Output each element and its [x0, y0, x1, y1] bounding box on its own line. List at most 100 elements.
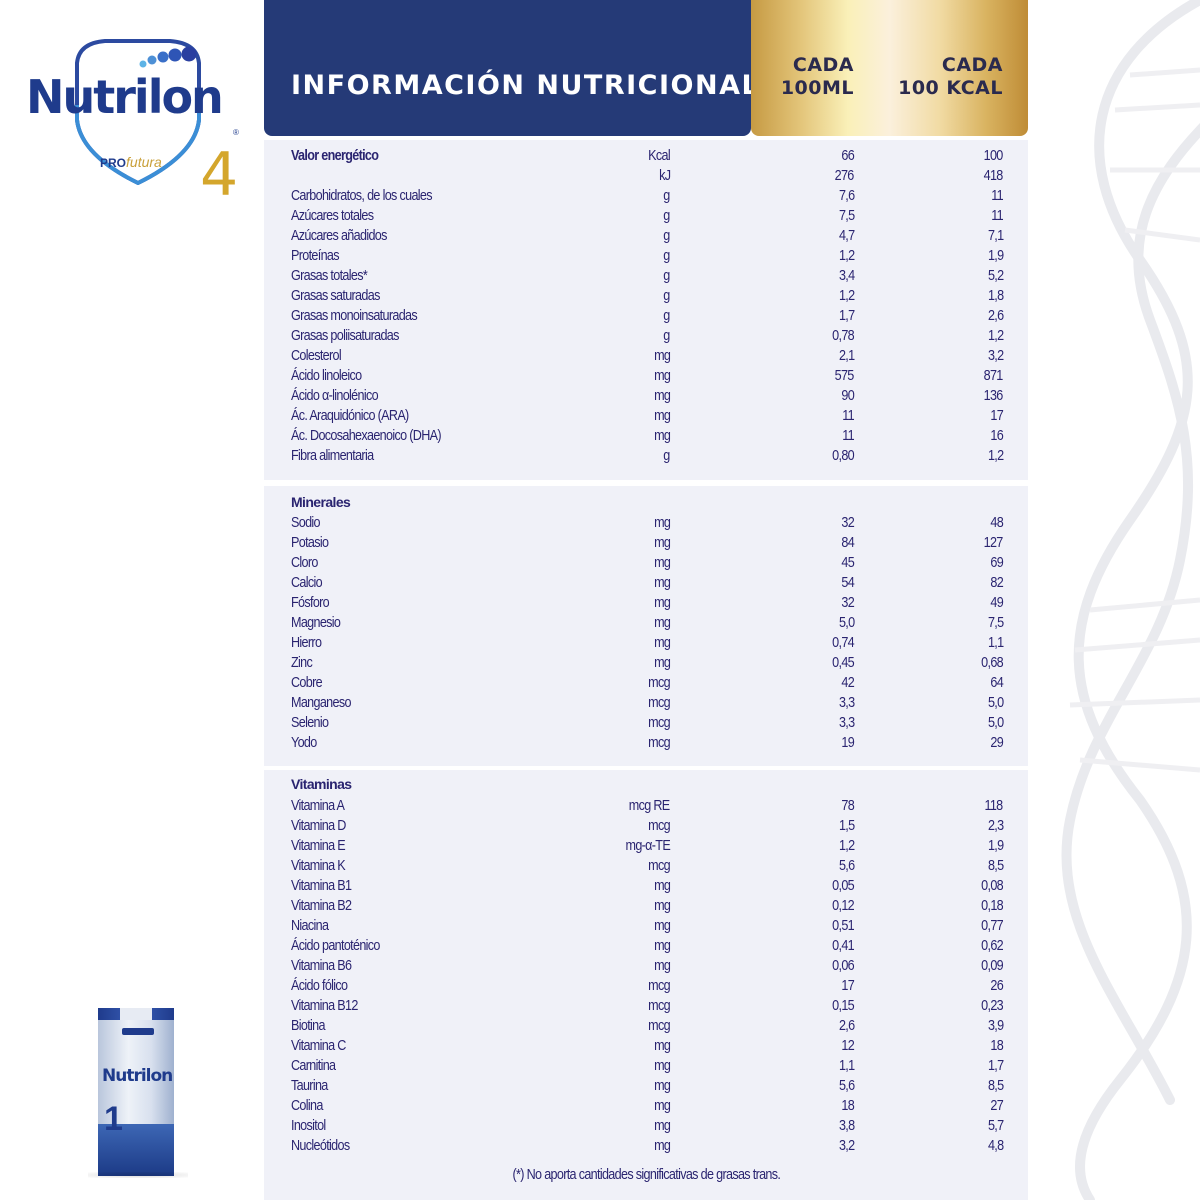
table-row: Grasas monoinsaturadas g 1,7 2,6	[264, 306, 1028, 326]
carton-shadow	[88, 1172, 188, 1178]
table-row: Cobre mcg 42 64	[264, 673, 1028, 693]
nutrient-label: Vitamina K	[291, 857, 346, 874]
unit-cell: mg	[653, 897, 671, 914]
value-per-100ml: 0,12	[832, 897, 855, 914]
value-per-100kcal: 5,7	[987, 1117, 1003, 1134]
value-per-100kcal: 0,18	[981, 897, 1004, 914]
unit-cell: mg	[653, 574, 671, 591]
nutrient-label: Selenio	[291, 714, 329, 731]
column-header-line: 100ML	[780, 77, 854, 99]
nutrient-label: Manganeso	[291, 694, 351, 711]
table-row: Colesterol mg 2,1 3,2	[264, 346, 1028, 366]
table-row: Cloro mg 45 69	[264, 553, 1028, 573]
value-per-100kcal: 8,5	[987, 857, 1003, 874]
value-per-100ml: 3,4	[838, 267, 854, 284]
value-per-100ml: 32	[841, 594, 854, 611]
table-row: Azúcares totales g 7,5 11	[264, 206, 1028, 226]
value-per-100ml: 0,45	[832, 654, 855, 671]
table-row: Fósforo mg 32 49	[264, 593, 1028, 613]
brand-pro: PRO	[100, 156, 127, 170]
nutrient-label: Vitamina B6	[291, 957, 352, 974]
table-row: Niacina mg 0,51 0,77	[264, 916, 1028, 936]
value-per-100kcal: 17	[990, 407, 1003, 424]
value-per-100kcal: 0,77	[981, 917, 1004, 934]
unit-cell: mg	[653, 1057, 671, 1074]
unit-cell: mcg	[648, 714, 670, 731]
value-per-100kcal: 18	[990, 1037, 1003, 1054]
value-per-100kcal: 118	[984, 797, 1004, 814]
value-per-100ml: 78	[841, 797, 854, 814]
table-row: Ácido fólico mcg 17 26	[264, 976, 1028, 996]
unit-cell: mg	[653, 367, 671, 384]
column-header-line: 100 KCAL	[898, 77, 1003, 99]
nutrient-label: Valor energético	[291, 147, 379, 164]
nutrient-label: Ácido pantoténico	[291, 937, 380, 954]
value-per-100ml: 0,15	[832, 997, 855, 1014]
unit-cell: mcg	[648, 857, 670, 874]
value-per-100kcal: 0,09	[981, 957, 1004, 974]
table-row: kJ 276 418	[264, 166, 1028, 186]
value-per-100ml: 3,2	[838, 1137, 854, 1154]
unit-cell: mg	[653, 957, 671, 974]
unit-cell: mg	[653, 407, 671, 424]
value-per-100ml: 54	[841, 574, 854, 591]
table-row: Hierro mg 0,74 1,1	[264, 633, 1028, 653]
table-row: Carnitina mg 1,1 1,7	[264, 1056, 1028, 1076]
value-per-100ml: 0,05	[832, 877, 855, 894]
nutrient-label: Magnesio	[291, 614, 341, 631]
nutrient-label: Ácido α-linolénico	[291, 387, 379, 404]
section-title-minerals: Minerales	[291, 494, 351, 510]
nutrient-label: Grasas monoinsaturadas	[291, 307, 418, 324]
table-row: Carbohidratos, de los cuales g 7,6 11	[264, 186, 1028, 206]
footnote: (*) No aporta cantidades significativas …	[264, 1166, 1028, 1183]
table-row: Vitamina B12 mcg 0,15 0,23	[264, 996, 1028, 1016]
unit-cell: mg	[653, 654, 671, 671]
value-per-100kcal: 82	[990, 574, 1003, 591]
value-per-100ml: 7,6	[838, 187, 854, 204]
carton-stage: 1	[104, 1100, 123, 1138]
column-headers: CADA 100ML CADA 100 KCAL	[751, 0, 1028, 136]
value-per-100kcal: 11	[991, 207, 1003, 224]
column-header-line: CADA	[792, 54, 854, 76]
unit-cell: mcg	[648, 674, 670, 691]
table-row: Ác. Araquidónico (ARA) mg 11 17	[264, 406, 1028, 426]
nutrient-label: Taurina	[291, 1077, 328, 1094]
carton-badge	[122, 1028, 154, 1035]
nutrient-label: Colina	[291, 1097, 323, 1114]
table-row: Manganeso mcg 3,3 5,0	[264, 693, 1028, 713]
value-per-100kcal: 7,1	[987, 227, 1003, 244]
unit-cell: kJ	[658, 167, 671, 184]
table-row: Taurina mg 5,6 8,5	[264, 1076, 1028, 1096]
value-per-100kcal: 27	[990, 1097, 1003, 1114]
carton-bottom-band	[98, 1124, 174, 1176]
unit-cell: g	[663, 247, 671, 264]
value-per-100ml: 1,1	[838, 1057, 854, 1074]
value-per-100ml: 12	[841, 1037, 854, 1054]
value-per-100kcal: 871	[983, 367, 1004, 384]
value-per-100kcal: 29	[990, 734, 1003, 751]
table-row: Calcio mg 54 82	[264, 573, 1028, 593]
nutrient-label: Zinc	[291, 654, 313, 671]
value-per-100ml: 0,51	[832, 917, 855, 934]
unit-cell: mg	[653, 877, 671, 894]
value-per-100kcal: 8,5	[987, 1077, 1003, 1094]
value-per-100ml: 2,1	[838, 347, 854, 364]
nutrient-label: Cobre	[291, 674, 323, 691]
table-row: Grasas totales* g 3,4 5,2	[264, 266, 1028, 286]
value-per-100ml: 1,7	[838, 307, 854, 324]
table-row: Biotina mcg 2,6 3,9	[264, 1016, 1028, 1036]
value-per-100kcal: 64	[990, 674, 1003, 691]
table-row: Sodio mg 32 48	[264, 513, 1028, 533]
value-per-100ml: 1,2	[838, 287, 854, 304]
nutrient-label: Ácido linoleico	[291, 367, 362, 384]
unit-cell: g	[663, 287, 671, 304]
nutrient-label: Vitamina D	[291, 817, 346, 834]
nutrient-label: Vitamina B1	[291, 877, 352, 894]
nutrient-label: Niacina	[291, 917, 329, 934]
table-row: Azúcares añadidos g 4,7 7,1	[264, 226, 1028, 246]
value-per-100kcal: 49	[990, 594, 1003, 611]
value-per-100kcal: 0,08	[981, 877, 1004, 894]
unit-cell: mg	[653, 1137, 671, 1154]
value-per-100ml: 17	[841, 977, 854, 994]
value-per-100ml: 42	[841, 674, 854, 691]
